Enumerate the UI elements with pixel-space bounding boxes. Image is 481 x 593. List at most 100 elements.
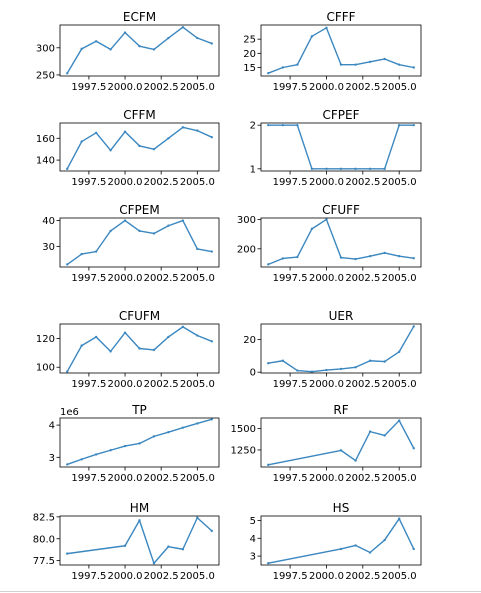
chart-cfpem-title: CFPEM	[119, 203, 159, 217]
chart-tp-ytick-label: 4	[49, 421, 55, 432]
chart-cfufm-xtick-label: 2000.0	[108, 379, 143, 390]
chart-uer-xtick-label: 2002.5	[345, 379, 380, 390]
chart-cfuff-point	[397, 254, 401, 258]
chart-cfff: CFFF 1997.5 2000.0 2002.5 2005.0 15 20 25	[243, 10, 422, 93]
chart-cfufm-point	[123, 331, 127, 334]
chart-cfufm-xtick-label: 1997.5	[71, 379, 106, 390]
chart-cffm-point	[138, 144, 141, 148]
chart-cfpem-point	[138, 229, 141, 233]
chart-tp-point	[210, 418, 213, 421]
chart-tp-ytick-label: 3	[49, 453, 55, 464]
chart-ecfm-title: ECFM	[123, 10, 156, 24]
chart-cfpef-xtick-label: 2000.0	[309, 177, 344, 188]
chart-ecfm-point	[80, 47, 83, 51]
chart-cfpef-axes-frame	[260, 122, 422, 172]
chart-cfpef-point	[383, 167, 386, 171]
chart-cffm-series-line	[66, 126, 213, 170]
chart-cfpem-xtick-label: 2002.5	[144, 273, 179, 284]
chart-cfpem-point	[123, 219, 127, 222]
chart-hs-xtick-label: 2002.5	[345, 571, 380, 582]
chart-cfpef-point	[412, 123, 415, 127]
chart-tp-xtick-label: 1997.5	[71, 473, 106, 484]
chart-cffm-point	[94, 131, 98, 135]
chart-cffm-point	[66, 167, 69, 171]
chart-tp-point	[94, 453, 98, 456]
chart-cfff-point	[267, 71, 270, 75]
chart-cfufm-point	[181, 325, 185, 329]
chart-cfpef-point	[368, 167, 372, 171]
chart-hm-ytick-label: 77.5	[33, 556, 55, 567]
chart-cfufm: CFUFM 1997.5 2000.0 2002.5 2005.0 100 120	[36, 309, 220, 390]
chart-cfufm-title: CFUFM	[119, 309, 160, 323]
chart-cfff-xtick-label: 1997.5	[273, 82, 308, 93]
chart-tp-axes-frame	[59, 417, 220, 468]
chart-tp-point	[80, 458, 83, 461]
chart-rf-point	[339, 449, 343, 452]
chart-tp-series-line	[66, 418, 212, 466]
chart-ecfm-point	[66, 72, 69, 75]
chart-ecfm-point	[210, 42, 213, 45]
chart-cffm-point	[80, 140, 83, 143]
chart-cfpem-point	[167, 224, 170, 227]
chart-hs-point	[339, 547, 343, 551]
chart-tp-offset-text: 1e6	[60, 407, 79, 418]
chart-uer-title: UER	[329, 309, 354, 323]
chart-rf-ytick-label: 1500	[231, 424, 256, 435]
chart-uer-xtick-label: 1997.5	[273, 379, 308, 390]
chart-cffm-point	[167, 137, 170, 140]
chart-rf: RF 1997.5 2000.0 2002.5 2005.0 1250 1500	[231, 403, 422, 484]
chart-tp-point	[138, 442, 141, 445]
chart-cfpef-point	[296, 123, 299, 127]
chart-ecfm-xtick-label: 2000.0	[108, 82, 143, 93]
chart-hm-point	[152, 562, 156, 565]
chart-cfufm-ytick-label: 120	[36, 334, 55, 345]
chart-rf-point	[368, 430, 372, 433]
chart-hs-point	[412, 547, 415, 551]
chart-cffm-point	[196, 129, 199, 132]
chart-cffm-xtick-label: 2002.5	[144, 177, 179, 188]
chart-uer-point	[397, 350, 401, 353]
chart-cfpem-ytick-label: 40	[42, 216, 55, 227]
chart-rf-series-line	[268, 419, 415, 466]
chart-cfpem-point	[94, 250, 98, 253]
chart-rf-point	[412, 447, 415, 450]
chart-hs-ytick-label: 5	[250, 516, 256, 527]
chart-cfuff: CFUFF 1997.5 2000.0 2002.5 2005.0 200 300	[237, 203, 422, 284]
chart-ecfm-axes-frame	[59, 24, 220, 77]
chart-cfff-point	[412, 66, 415, 69]
chart-uer-axes-frame	[260, 323, 422, 374]
chart-cfufm-point	[66, 370, 69, 373]
chart-hm-xtick-label: 2005.0	[180, 571, 215, 582]
chart-cfff-point	[368, 60, 372, 64]
chart-cfpem-point	[196, 247, 199, 251]
chart-cfuff-xtick-label: 1997.5	[273, 273, 308, 284]
chart-hs-point	[368, 551, 372, 554]
chart-ecfm-ytick-label: 300	[36, 43, 55, 54]
chart-ecfm-point	[138, 44, 141, 48]
chart-uer-point	[354, 366, 357, 369]
chart-cfff-point	[397, 63, 401, 66]
chart-hm-xtick-label: 2000.0	[108, 571, 143, 582]
chart-tp-point	[196, 422, 199, 425]
chart-cfuff-point	[325, 218, 328, 221]
chart-tp-point	[66, 463, 69, 466]
chart-cffm-point	[210, 135, 213, 139]
chart-uer-point	[281, 359, 285, 362]
chart-cfuff-point	[281, 257, 285, 260]
chart-cfuff-xtick-label: 2002.5	[345, 273, 380, 284]
chart-cfufm-point	[210, 340, 213, 343]
chart-cfpef-point	[267, 123, 270, 127]
chart-cfuff-point	[310, 227, 314, 231]
chart-cfff-xtick-label: 2005.0	[382, 82, 417, 93]
chart-cffm-point	[109, 149, 112, 152]
chart-cfpem-point	[66, 263, 69, 266]
chart-tp-xtick-label: 2002.5	[144, 473, 179, 484]
chart-cfuff-point	[383, 251, 386, 255]
chart-cfpef-xtick-label: 1997.5	[273, 177, 308, 188]
chart-cfuff-xtick-label: 2000.0	[309, 273, 344, 284]
chart-cffm-ytick-label: 160	[36, 134, 55, 145]
chart-cfpef-point	[310, 167, 314, 171]
chart-cfff-axes-frame	[260, 24, 422, 77]
chart-ecfm-ytick-label: 250	[36, 70, 55, 81]
chart-cfpef-point	[281, 123, 285, 127]
